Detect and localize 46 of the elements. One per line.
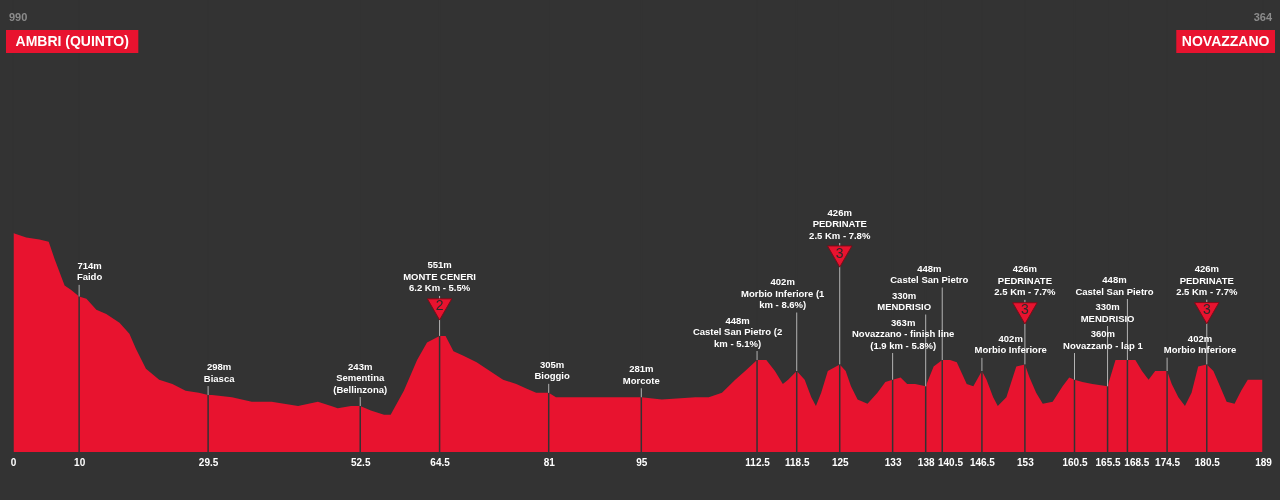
x-tick-label: 189 [1255, 456, 1273, 468]
annotation: 448m Castel San Pietro [890, 262, 969, 286]
x-tick-label: 146.5 [969, 456, 996, 468]
x-tick-label: 29.5 [198, 456, 219, 468]
x-tick-label: 168.5 [1124, 456, 1150, 468]
annotation: 363m Novazzano - finish line (1.9 km - 5.8%) [852, 316, 955, 351]
x-tick-label: 165.5 [1095, 456, 1122, 468]
x-tick-label: 112.5 [745, 456, 771, 468]
x-tick-label: 64.5 [430, 456, 451, 468]
text: AMBRI (QUINTO) [15, 33, 129, 49]
annotation: 281m Morcote [622, 363, 660, 386]
annotation: 402m Morbio Inferiore [1163, 332, 1237, 356]
annotation: 426m PEDRINATE 2.5 Km - 7.7% [1176, 263, 1238, 298]
annotation: 330m MENDRISIO [877, 289, 932, 313]
x-tick-label: 95 [636, 456, 648, 468]
x-tick-label: 160.5 [1062, 456, 1088, 468]
annotation: 426m PEDRINATE 2.5 Km - 7.8% [809, 206, 871, 241]
x-tick-label: 81 [543, 456, 556, 468]
annotation: 298m Biasca [203, 361, 236, 384]
annotation: 402m Morbio Inferiore [974, 332, 1047, 356]
x-tick-label: 140.5 [937, 456, 964, 468]
annotation: 2 [435, 297, 444, 314]
x-tick-label: 10 [74, 456, 86, 468]
x-tick-label: 153 [1017, 456, 1035, 468]
annotation: 3 [1202, 301, 1211, 318]
annotation: 243m Sementina (Bellinzona) [333, 360, 388, 395]
annotation: 305m Bioggio [534, 358, 570, 382]
annotation: 551m MONTE CENERI 6.2 Km - 5.5% [403, 259, 477, 294]
annotation: 448m Castel San Pietro (2 km - 5.1%) [692, 314, 783, 349]
annotation: 714m Faido [76, 259, 103, 283]
x-tick-label: 118.5 [784, 456, 810, 468]
text: 364 [1253, 11, 1273, 23]
x-tick-label: 180.5 [1194, 456, 1221, 468]
text: 990 [9, 11, 28, 23]
x-tick-label: 133 [884, 456, 902, 468]
x-tick-label: 138 [917, 456, 935, 468]
annotation: 426m PEDRINATE 2.5 Km - 7.7% [994, 263, 1057, 298]
annotation: 402m Morbio Inferiore (1 km - 8.6%) [741, 276, 826, 311]
annotation: 3 [1021, 301, 1030, 318]
x-tick-label: 125 [831, 456, 849, 468]
x-tick-label: 0 [10, 456, 17, 468]
x-tick-label: 52.5 [350, 456, 371, 468]
x-tick-label: 174.5 [1155, 456, 1181, 468]
text: NOVAZZANO [1181, 33, 1270, 49]
annotation: 448m Castel San Pietro [1075, 274, 1154, 297]
annotation: 3 [835, 244, 844, 261]
